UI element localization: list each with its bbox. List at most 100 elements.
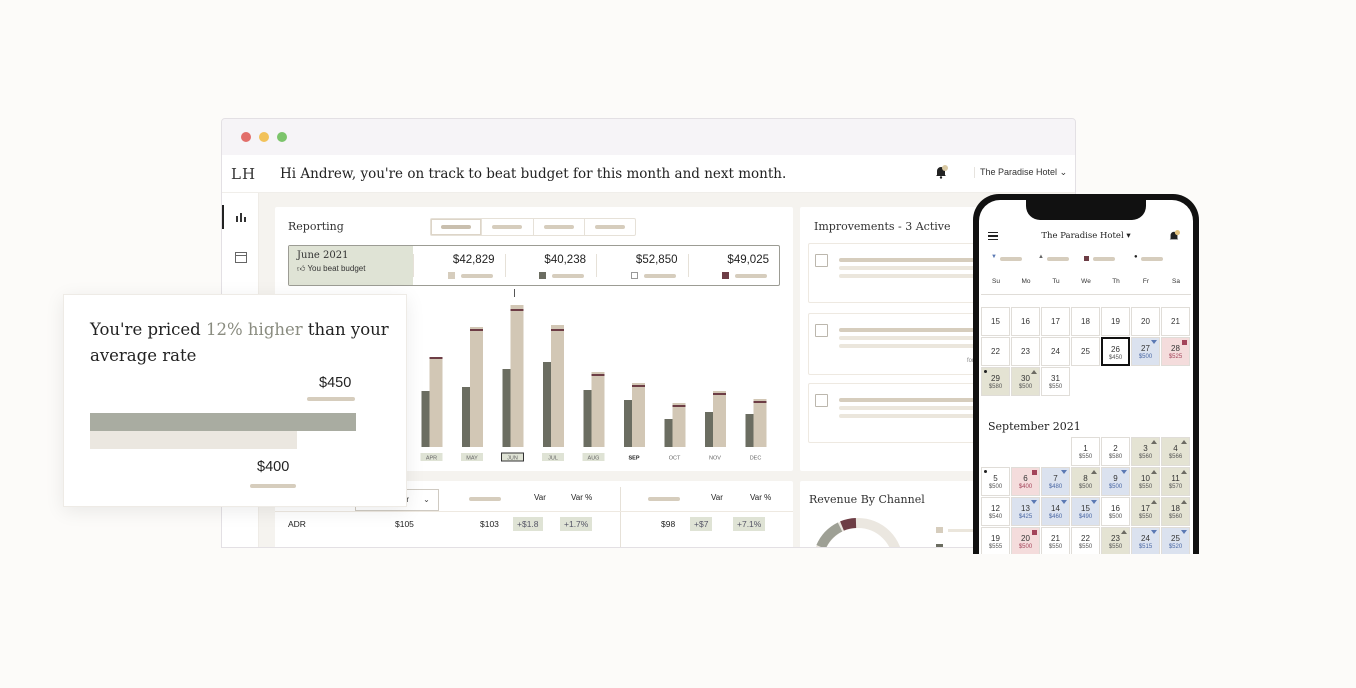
reporting-tab-4[interactable] — [585, 219, 635, 235]
tick-label-group[interactable]: SEP — [628, 456, 639, 462]
bell-icon[interactable] — [1168, 230, 1180, 242]
calendar-day[interactable]: 2 $580 — [1101, 437, 1130, 466]
month-summary[interactable]: June 2021 👍︎ You beat budget $42,829 $40… — [288, 245, 780, 286]
tick-label-group[interactable]: MAY — [461, 453, 483, 462]
calendar-day[interactable]: 18 — [1071, 307, 1100, 336]
bar-budget[interactable] — [583, 390, 592, 447]
tick-label-group[interactable]: APR — [420, 453, 443, 462]
calendar-day[interactable]: 8 $500 — [1071, 467, 1100, 496]
bell-icon[interactable] — [934, 165, 948, 179]
reporting-tab-2[interactable] — [482, 219, 534, 235]
calendar-day[interactable]: 19 $555 — [981, 527, 1010, 554]
maximize-window-button[interactable] — [277, 132, 287, 142]
minimize-window-button[interactable] — [259, 132, 269, 142]
calendar-day[interactable]: 18 $560 — [1161, 497, 1190, 526]
bar-budget[interactable] — [421, 391, 430, 447]
calendar-day[interactable]: 6 $400 — [1011, 467, 1040, 496]
tick-label-group[interactable]: OCT — [669, 456, 681, 462]
calendar-day[interactable]: 13 $425 — [1011, 497, 1040, 526]
calendar-day[interactable]: 11 $570 — [1161, 467, 1190, 496]
calendar-day[interactable]: 16 — [1011, 307, 1040, 336]
calendar-day[interactable]: 25 — [1071, 337, 1100, 366]
calendar-day[interactable]: 27 $500 — [1131, 337, 1160, 366]
improvement-item[interactable]: for — [808, 313, 989, 375]
calendar-day[interactable]: 17 — [1041, 307, 1070, 336]
calendar-day[interactable]: 29 $580 — [981, 367, 1010, 396]
tick-label-group[interactable]: JUL — [542, 453, 564, 462]
calendar-day[interactable]: 15 $490 — [1071, 497, 1100, 526]
bar-budget[interactable] — [705, 412, 713, 447]
tick-label-group[interactable]: NOV — [709, 456, 721, 462]
rate-down-icon — [1121, 470, 1127, 474]
close-window-button[interactable] — [241, 132, 251, 142]
calendar-day[interactable]: 14 $460 — [1041, 497, 1070, 526]
calendar-day[interactable]: 28 $525 — [1161, 337, 1190, 366]
calendar-day[interactable]: 30 $500 — [1011, 367, 1040, 396]
calendar-day[interactable]: 24 — [1041, 337, 1070, 366]
calendar-day[interactable]: 15 — [981, 307, 1010, 336]
bar-actual[interactable] — [470, 327, 483, 447]
menu-icon[interactable] — [988, 232, 998, 240]
bar-actual[interactable] — [429, 357, 443, 447]
calendar-day[interactable]: 3 $560 — [1131, 437, 1160, 466]
calendar-day[interactable]: 23 — [1011, 337, 1040, 366]
bar-actual[interactable] — [632, 383, 645, 447]
improvement-checkbox[interactable] — [815, 324, 828, 337]
bar-budget[interactable] — [664, 419, 673, 447]
calendar-day[interactable]: 4 $566 — [1161, 437, 1190, 466]
tick-label: OCT — [669, 456, 681, 462]
calendar-day[interactable]: 25 $520 — [1161, 527, 1190, 554]
calendar-day[interactable]: 12 $540 — [981, 497, 1010, 526]
bar-actual[interactable] — [713, 391, 726, 447]
bar-budget[interactable] — [624, 400, 632, 447]
calendar-day[interactable]: 24 $515 — [1131, 527, 1160, 554]
hotel-selector[interactable]: The Paradise Hotel ⌄ — [974, 167, 1067, 178]
logo[interactable]: LH — [231, 165, 257, 183]
bar-actual[interactable] — [672, 403, 686, 447]
calendar-day[interactable]: 17 $550 — [1131, 497, 1160, 526]
sidebar-item-reports[interactable] — [222, 205, 259, 229]
calendar-day[interactable]: 31 $550 — [1041, 367, 1070, 396]
bar-actual[interactable] — [551, 325, 564, 447]
calendar-day[interactable]: 21 $550 — [1041, 527, 1070, 554]
improvement-partial-text: for — [967, 358, 975, 364]
reporting-tab-1[interactable] — [431, 219, 483, 235]
bar-budget[interactable] — [745, 414, 754, 447]
calendar-day[interactable]: 10 $550 — [1131, 467, 1160, 496]
improvement-checkbox[interactable] — [815, 394, 828, 407]
reporting-tab-3[interactable] — [534, 219, 585, 235]
phone-hotel-selector[interactable]: The Paradise Hotel ▾ — [979, 231, 1193, 241]
calendar-day[interactable]: 5 $500 — [981, 467, 1010, 496]
bar-budget[interactable] — [462, 387, 470, 447]
day-price: $500 — [1108, 484, 1123, 490]
bar-actual[interactable] — [510, 305, 524, 447]
tick-label-group[interactable]: JUN — [501, 452, 524, 462]
calendar-day[interactable]: 7 $480 — [1041, 467, 1070, 496]
calendar-day[interactable]: 23 $550 — [1101, 527, 1130, 554]
bar-budget[interactable] — [543, 362, 551, 447]
calendar-day[interactable]: 21 — [1161, 307, 1190, 336]
calendar-day[interactable]: 22 $550 — [1071, 527, 1100, 554]
improvement-checkbox[interactable] — [815, 254, 828, 267]
calendar-day[interactable]: 20 $500 — [1011, 527, 1040, 554]
rate-up-icon — [1151, 470, 1157, 474]
bar-budget[interactable] — [502, 369, 511, 447]
sidebar-item-calendar[interactable] — [222, 245, 259, 269]
calendar-day[interactable]: 20 — [1131, 307, 1160, 336]
improvement-item[interactable] — [808, 243, 989, 303]
tick-label: MAY — [466, 456, 478, 462]
calendar-day[interactable]: 19 — [1101, 307, 1130, 336]
day-price: $500 — [1018, 544, 1033, 550]
calendar-day[interactable]: 9 $500 — [1101, 467, 1130, 496]
improvement-item[interactable] — [808, 383, 989, 443]
calendar-day[interactable]: 1 $550 — [1071, 437, 1100, 466]
tick-label-group[interactable]: AUG — [582, 453, 605, 462]
tick-label-group[interactable]: DEC — [750, 456, 762, 462]
calendar-day[interactable]: 26 $450 — [1101, 337, 1130, 366]
table-row[interactable]: ADR $105 $103 +$1.8 +1.7% $98 +$7 +7.1% — [275, 512, 793, 536]
calendar-day[interactable]: 16 $500 — [1101, 497, 1130, 526]
calendar-day[interactable]: 22 — [981, 337, 1010, 366]
bar-actual[interactable] — [753, 399, 767, 447]
bar-actual[interactable] — [591, 372, 605, 447]
day-number: 8 — [1083, 474, 1088, 483]
